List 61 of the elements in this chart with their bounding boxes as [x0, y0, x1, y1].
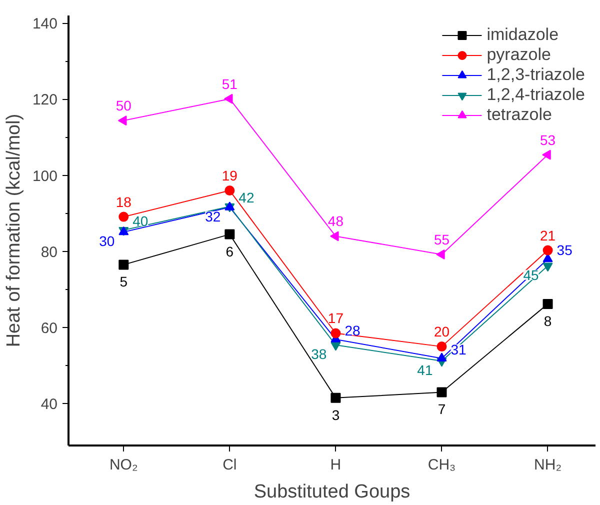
annotation: 7: [438, 401, 446, 418]
point: [436, 352, 447, 362]
annotation: 50: [116, 98, 132, 114]
annotation: 32: [205, 208, 221, 224]
annotation: 8: [544, 312, 552, 329]
annotation: 30: [99, 233, 115, 250]
annotation: 42: [238, 190, 254, 206]
annotation: 35: [556, 242, 573, 258]
x-tick-label: H: [330, 456, 342, 474]
point: [224, 229, 235, 240]
point: [330, 328, 341, 338]
y-tick-label: 100: [32, 168, 58, 185]
annotation: 19: [222, 168, 238, 184]
annotation: 45: [523, 266, 539, 283]
legend-label: 1,2,3-triazole: [486, 65, 585, 85]
point: [330, 392, 341, 403]
point: [436, 342, 447, 352]
annotation: 21: [540, 227, 556, 244]
annotation: 53: [540, 132, 556, 148]
annotation: 31: [450, 341, 467, 358]
annotation: 5: [120, 274, 128, 290]
annotation: 3: [332, 406, 340, 423]
annotation: 51: [222, 76, 238, 92]
x-tick-label: NO₂: [109, 456, 138, 474]
annotation: 41: [417, 362, 433, 378]
annotation: 6: [226, 243, 234, 260]
annotation: 40: [132, 213, 148, 230]
point: [542, 298, 553, 309]
point: [542, 245, 553, 256]
annotation: 55: [434, 231, 450, 248]
point: [330, 231, 339, 242]
point: [436, 387, 447, 398]
annotation: 20: [434, 324, 450, 340]
annotation: 28: [344, 322, 360, 338]
x-tick-label: Cl: [222, 456, 237, 474]
point: [542, 262, 553, 272]
point: [436, 249, 445, 260]
point: [224, 186, 235, 196]
annotation: 38: [311, 346, 327, 362]
x-axis-title: Substituted Goups: [254, 482, 410, 502]
legend-label: 1,2,4-triazole: [486, 85, 585, 105]
legend-label: tetrazole: [486, 105, 552, 125]
y-tick-label: 80: [40, 244, 58, 261]
point: [118, 260, 129, 270]
y-tick-label: 40: [40, 396, 58, 414]
y-tick-label: 60: [40, 320, 58, 338]
annotation: 17: [328, 310, 344, 326]
legend-label: pyrazole: [486, 45, 551, 65]
point: [542, 150, 551, 160]
y-tick-label: 120: [32, 92, 58, 109]
annotation: 48: [328, 213, 344, 230]
point: [330, 342, 341, 351]
annotation: 18: [116, 194, 132, 210]
point: [118, 212, 129, 222]
point: [118, 116, 127, 126]
legend-label: imidazole: [486, 25, 559, 45]
x-tick-label: CH₃: [428, 456, 456, 474]
y-axis-title: Heat of formation (kcal/mol): [3, 114, 24, 348]
y-tick-label: 140: [32, 16, 58, 33]
point: [224, 94, 233, 104]
x-tick-label: NH₂: [534, 456, 562, 474]
